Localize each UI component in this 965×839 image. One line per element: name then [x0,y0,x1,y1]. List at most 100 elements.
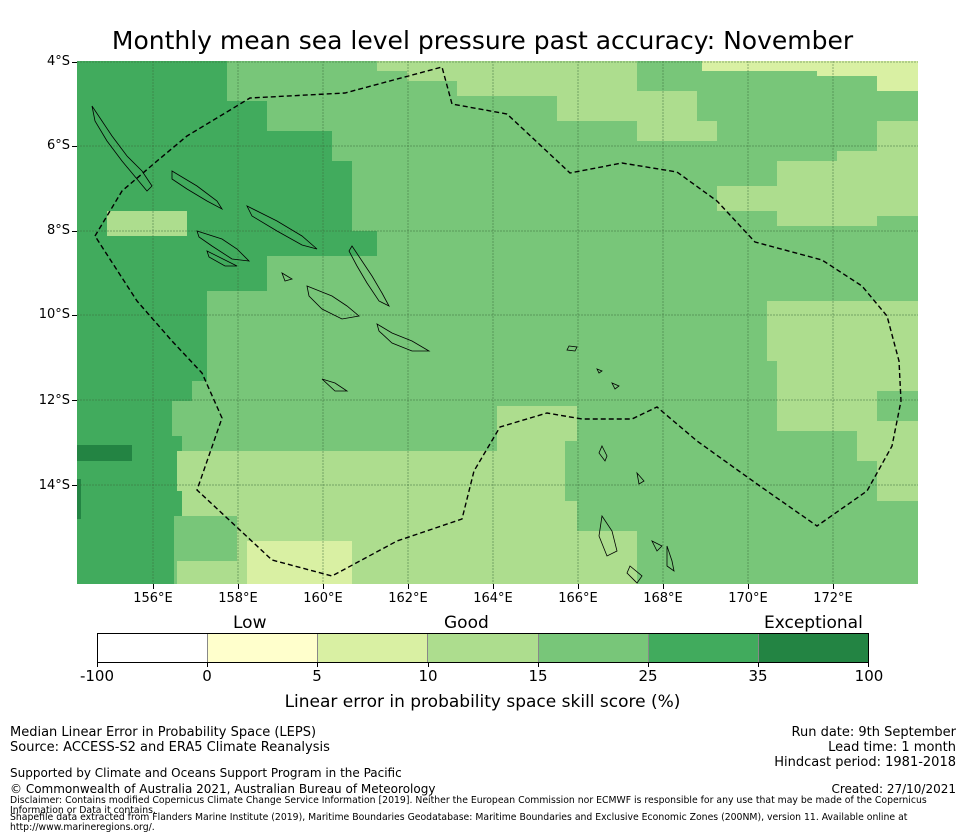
colorbar-tick [428,663,429,667]
lat-tick [72,400,77,401]
skill-region-low-south [247,541,352,584]
footer-method: Median Linear Error in Probability Space… [10,725,317,740]
footer-disclaimer: Disclaimer: Contains modified Copernicus… [10,795,927,816]
colorbar-tick-label: 35 [748,667,768,685]
skill-region-very-high-2 [77,479,81,519]
island-pentecost [666,545,675,572]
colorbar-segment [428,634,539,662]
colorbar-title: Linear error in probability space skill … [284,692,681,712]
footer-shapefile: Shapefile data extracted from Flanders M… [10,812,908,833]
skill-region-low-north [702,61,918,91]
island-malaita [348,245,390,307]
skill-region-mid-east-2 [857,421,918,501]
colorbar-tick-label: 10 [418,667,438,685]
island-santa-isabel [246,205,318,250]
skill-map-canvas [77,61,918,584]
lon-label-168e: 168°E [643,591,683,606]
island-maewo [651,540,663,552]
lon-label-160e: 160°E [303,591,343,606]
colorbar-segment [538,634,649,662]
skill-region-mid-east [767,301,918,431]
colorbar-tick [207,663,208,667]
lon-label-156e: 156°E [133,591,173,606]
island-bougainville [91,105,153,192]
lat-label-10s: 10°S [38,307,70,322]
lon-tick [578,584,579,589]
island-torres [611,382,620,390]
colorbar-segment [758,634,868,662]
colorbar-tick [648,663,649,667]
skill-region-mid-north-2 [377,61,717,141]
eez-boundary [94,66,902,577]
colorbar-segment [318,634,429,662]
lon-label-162e: 162°E [388,591,428,606]
footer-source: Source: ACCESS-S2 and ERA5 Climate Reana… [10,740,330,755]
skill-region-high [77,61,377,584]
footer-copyright: © Commonwealth of Australia 2021, Austra… [10,782,436,796]
skill-region-mid-west [107,211,187,236]
colorbar-tick [758,663,759,667]
lat-label-14s: 14°S [38,478,70,493]
colorbar-tick-label: 5 [312,667,322,685]
map-title: Monthly mean sea level pressure past acc… [111,26,854,55]
lat-tick [72,485,77,486]
island-guadalcanal [306,285,360,320]
created-date: Created: 27/10/2021 [831,782,956,796]
colorbar-tick-label: -100 [79,667,115,685]
lon-tick [663,584,664,589]
skill-map [77,61,918,584]
lon-label-164e: 164°E [473,591,513,606]
grid-lines [77,61,918,584]
lon-label-158e: 158°E [218,591,258,606]
island-vanikoro [596,368,603,374]
lon-tick [153,584,154,589]
skill-region-mid-north [377,61,918,226]
category-exceptional: Exceptional [764,613,863,633]
lead-time: Lead time: 1 month [828,740,956,755]
lon-label-166e: 166°E [558,591,598,606]
lon-tick [493,584,494,589]
lon-tick [408,584,409,589]
footer-support: Supported by Climate and Oceans Support … [10,766,402,780]
coastlines [91,105,675,584]
lon-label-172e: 172°E [813,591,853,606]
island-rennell [321,378,349,392]
island-new-georgia [196,230,251,262]
colorbar-tick [868,663,869,667]
hindcast-period: Hindcast period: 1981-2018 [774,755,956,770]
colorbar-tick [97,663,98,667]
colorbar-segment [208,634,319,662]
island-espiritu-santo [598,514,618,557]
lat-tick [72,231,77,232]
island-russell [281,272,293,282]
island-vanuatu-n [636,471,645,485]
colorbar-tick-label: 15 [528,667,548,685]
category-good: Good [444,613,489,633]
colorbar-segment [98,634,209,662]
lat-tick [72,315,77,316]
island-malakula [626,565,643,584]
colorbar-segment [648,634,759,662]
colorbar-tick-label: 100 [854,667,884,685]
skill-region-mid-south [177,406,677,584]
island-choiseul [171,170,224,211]
lat-label-8s: 8°S [46,223,70,238]
lat-label-4s: 4°S [46,54,70,69]
lon-tick [748,584,749,589]
colorbar-tick-label: 25 [638,667,658,685]
lat-label-12s: 12°S [38,393,70,408]
island-guadalcanal-west [206,250,238,267]
run-date: Run date: 9th September [791,725,956,740]
lon-label-170e: 170°E [728,591,768,606]
lat-tick [72,62,77,63]
lat-tick [72,146,77,147]
colorbar-tick [538,663,539,667]
lon-tick [238,584,239,589]
colorbar [97,633,869,663]
island-santa-cruz [566,345,578,352]
island-makira [376,323,431,352]
skill-region-very-high [77,445,132,461]
lat-label-6s: 6°S [46,138,70,153]
lon-tick [323,584,324,589]
colorbar-tick [317,663,318,667]
